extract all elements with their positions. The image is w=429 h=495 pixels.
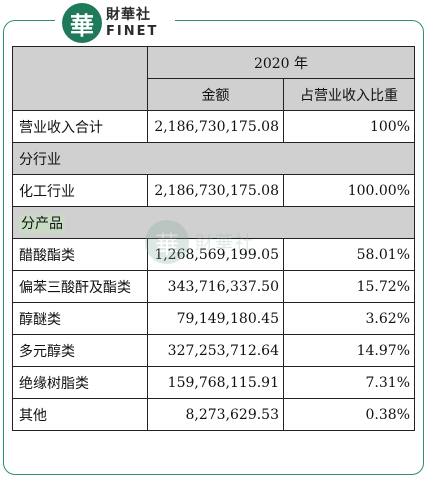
row-ratio: 3.62% [283, 302, 415, 335]
row-ratio: 15.72% [283, 270, 415, 303]
row-ratio: 0.38% [283, 398, 415, 431]
row-label: 化工行业 [12, 174, 148, 207]
row-ratio: 58.01% [283, 238, 415, 271]
row-amount: 2,186,730,175.08 [147, 174, 284, 207]
header-amount: 金额 [147, 78, 284, 111]
row-label: 多元醇类 [12, 334, 148, 367]
table-row: 其他 8,273,629.53 0.38% [12, 398, 415, 431]
total-row: 营业收入合计 2,186,730,175.08 100% [12, 110, 415, 143]
row-amount: 159,768,115.91 [147, 366, 284, 399]
card-frame [3, 20, 424, 475]
row-label: 其他 [12, 398, 148, 431]
row-ratio: 100% [283, 110, 415, 143]
table-row: 化工行业 2,186,730,175.08 100.00% [12, 174, 415, 207]
table-row: 多元醇类 327,253,712.64 14.97% [12, 334, 415, 367]
section-row-industry: 分行业 [12, 142, 415, 175]
section-label: 分产品 [12, 206, 415, 239]
row-label: 绝缘树脂类 [12, 366, 148, 399]
row-amount: 79,149,180.45 [147, 302, 284, 335]
header-row-year: 2020 年 [12, 46, 415, 111]
table-row: 偏苯三酸酐及酯类 343,716,337.50 15.72% [12, 270, 415, 303]
logo-en-text: FINET [106, 24, 159, 39]
header-ratio: 占营业收入比重 [283, 78, 415, 111]
row-ratio: 14.97% [283, 334, 415, 367]
logo-badge-icon: 華 [62, 3, 102, 43]
row-amount: 1,268,569,199.05 [147, 238, 284, 271]
row-label: 醇醚类 [12, 302, 148, 335]
table-row: 绝缘树脂类 159,768,115.91 7.31% [12, 366, 415, 399]
row-label: 偏苯三酸酐及酯类 [12, 270, 148, 303]
row-amount: 8,273,629.53 [147, 398, 284, 431]
table-row: 醇醚类 79,149,180.45 3.62% [12, 302, 415, 335]
row-label: 营业收入合计 [12, 110, 148, 143]
highlight-mark: 分产品 [19, 214, 65, 233]
logo-cn-text: 財華社 [106, 7, 151, 23]
row-label: 醋酸酯类 [12, 238, 148, 271]
row-amount: 327,253,712.64 [147, 334, 284, 367]
revenue-table: 2020 年 金额 占营业收入比重 营业收入合计 2,186,730,175.0… [12, 46, 415, 431]
row-amount: 2,186,730,175.08 [147, 110, 284, 143]
finet-logo: 華 財華社 FINET [62, 3, 158, 43]
row-ratio: 100.00% [283, 174, 415, 207]
table-row: 醋酸酯类 1,268,569,199.05 58.01% [12, 238, 415, 271]
row-amount: 343,716,337.50 [147, 270, 284, 303]
row-ratio: 7.31% [283, 366, 415, 399]
header-year: 2020 年 [147, 46, 415, 79]
header-blank-cell [12, 46, 148, 111]
section-row-product: 分产品 [12, 206, 415, 239]
section-label: 分行业 [12, 142, 415, 175]
